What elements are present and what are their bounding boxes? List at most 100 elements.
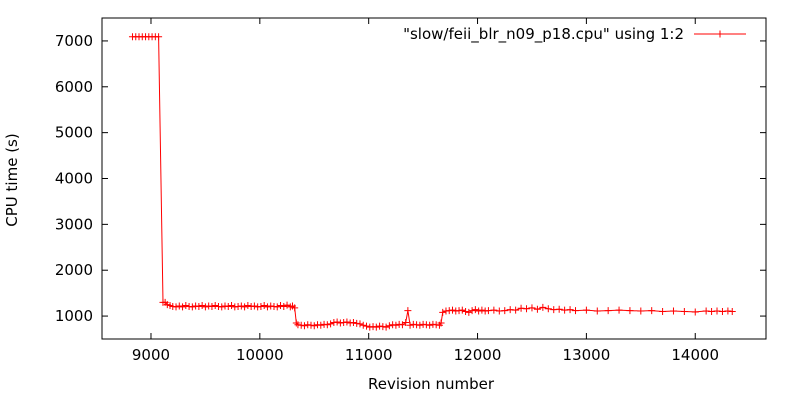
data-point: [172, 303, 180, 311]
data-point: [382, 323, 390, 331]
data-point: [604, 307, 612, 315]
data-point: [224, 302, 232, 310]
y-tick-label: 6000: [55, 78, 93, 96]
data-point: [626, 307, 634, 315]
data-point: [208, 302, 216, 310]
data-point: [228, 302, 236, 310]
data-point: [195, 302, 203, 310]
data-point: [198, 302, 206, 310]
data-point: [416, 321, 424, 329]
data-point: [475, 307, 483, 315]
data-point: [257, 302, 265, 310]
data-point: [244, 302, 252, 310]
data-point: [188, 303, 196, 311]
data-point: [406, 321, 414, 329]
y-tick-label: 4000: [55, 170, 93, 188]
data-point: [615, 306, 623, 314]
data-point: [385, 322, 393, 330]
data-point: [593, 307, 601, 315]
data-point: [280, 302, 288, 310]
legend-series-label: "slow/feii_blr_n09_p18.cpu" using 1:2: [403, 25, 684, 44]
data-point: [471, 306, 479, 314]
x-tick-label: 14000: [671, 346, 719, 364]
x-tick-label: 10000: [236, 346, 284, 364]
data-point: [637, 307, 645, 315]
data-point: [582, 306, 590, 314]
data-point: [211, 302, 219, 310]
data-point: [392, 321, 400, 329]
data-point: [462, 307, 470, 315]
data-point: [291, 304, 299, 312]
data-point: [490, 306, 498, 314]
y-axis-title: CPU time (s): [3, 133, 21, 226]
data-point: [648, 307, 656, 315]
y-tick-label: 5000: [55, 124, 93, 142]
axis-ticks: [102, 18, 766, 339]
data-point: [501, 307, 509, 315]
x-tick-label: 11000: [345, 346, 393, 364]
data-point: [182, 302, 190, 310]
data-point: [310, 322, 318, 330]
y-tick-label: 2000: [55, 261, 93, 279]
series-layer: [128, 33, 736, 331]
data-point: [528, 304, 536, 312]
data-point: [250, 302, 258, 310]
data-point: [260, 302, 268, 310]
x-tick-label: 12000: [454, 346, 502, 364]
data-point: [359, 321, 367, 329]
data-point: [372, 323, 380, 331]
data-point: [237, 302, 245, 310]
data-point: [327, 320, 335, 328]
legend: "slow/feii_blr_n09_p18.cpu" using 1:2: [403, 25, 746, 44]
data-point: [155, 33, 163, 41]
data-point: [363, 322, 371, 330]
y-tick-label: 1000: [55, 307, 93, 325]
data-point: [437, 319, 445, 327]
data-point: [317, 321, 325, 329]
data-point: [263, 303, 271, 311]
data-point: [343, 318, 351, 326]
x-tick-label: 9000: [132, 346, 170, 364]
y-tick-label: 3000: [55, 215, 93, 233]
data-point: [323, 321, 331, 329]
data-point: [458, 306, 466, 314]
data-point: [277, 302, 285, 310]
x-tick-label: 13000: [563, 346, 611, 364]
data-point: [523, 305, 531, 313]
data-point: [691, 308, 699, 316]
data-point: [439, 308, 447, 316]
data-point: [201, 303, 209, 311]
data-point: [572, 307, 580, 315]
data-point: [300, 322, 308, 330]
axis-tick-labels: 9000 10000 11000 12000 13000 14000 1000 2000 300…: [55, 32, 719, 364]
data-point: [555, 305, 563, 313]
data-point: [333, 318, 341, 326]
data-point: [179, 303, 187, 311]
data-point: [728, 307, 736, 315]
data-point: [404, 307, 412, 315]
data-point: [512, 306, 520, 314]
data-point: [566, 306, 574, 314]
data-point: [680, 307, 688, 315]
data-point: [449, 306, 457, 314]
legend-marker-plus: [716, 30, 724, 38]
data-point: [544, 305, 552, 313]
y-tick-label: 7000: [55, 32, 93, 50]
data-point: [533, 305, 541, 313]
data-point: [218, 303, 226, 311]
data-point: [468, 307, 476, 315]
data-point: [175, 302, 183, 310]
data-point: [539, 303, 547, 311]
data-point: [356, 320, 364, 328]
legend-series-marker: [716, 30, 724, 38]
data-point: [669, 307, 677, 315]
data-point: [402, 318, 410, 326]
data-point: [349, 318, 357, 326]
data-point: [659, 307, 667, 315]
data-point: [273, 303, 281, 311]
x-axis-title: Revision number: [368, 375, 495, 393]
data-point: [426, 321, 434, 329]
data-point: [478, 306, 486, 314]
